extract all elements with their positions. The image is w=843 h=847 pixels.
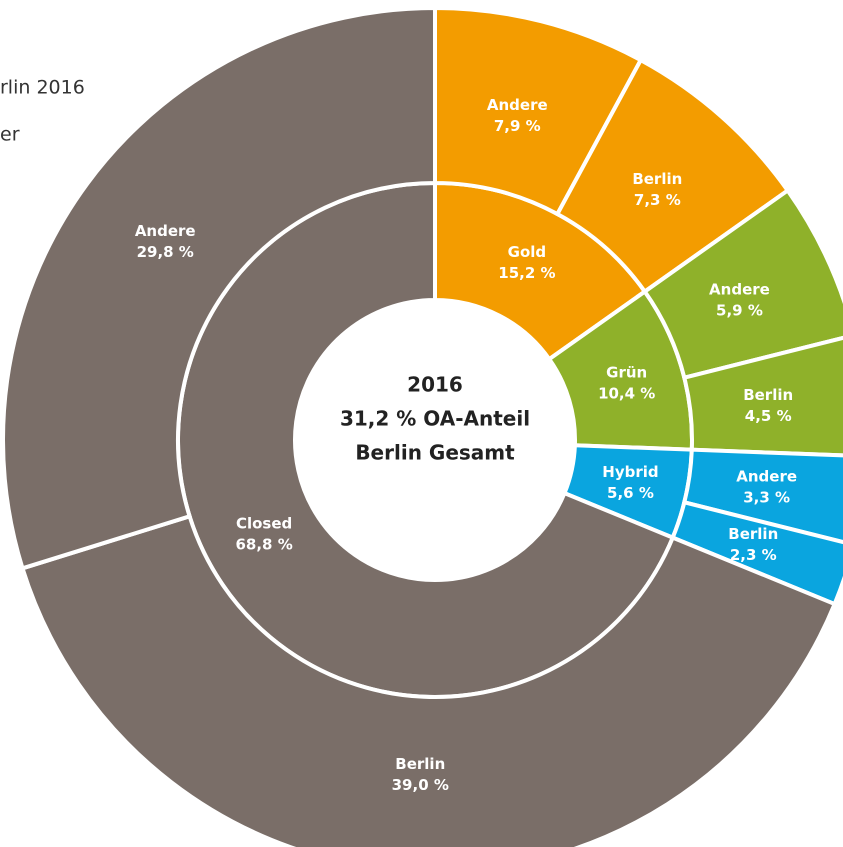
segment-name: Hybrid — [602, 463, 658, 481]
rings — [1, 5, 843, 847]
segment-value: 5,9 % — [716, 302, 763, 320]
segment-value: 29,8 % — [137, 243, 194, 261]
segment-value: 7,9 % — [494, 117, 541, 135]
segment-value: 7,3 % — [634, 191, 681, 209]
segment-value: 4,5 % — [745, 407, 792, 425]
segment-name: Berlin — [728, 525, 778, 543]
segment-value: 3,3 % — [743, 489, 790, 507]
segment-value: 2,3 % — [730, 546, 777, 564]
segment-name: Andere — [135, 222, 196, 240]
segment-name: Berlin — [395, 755, 445, 773]
segment-name: Berlin — [632, 170, 682, 188]
outer-segment — [642, 187, 843, 381]
segment-name: Closed — [236, 514, 292, 532]
center-label: 31,2 % OA-Anteil — [340, 407, 530, 431]
outer-segment — [681, 447, 843, 545]
center-label: 2016 — [407, 373, 463, 397]
outer-segment — [681, 335, 843, 458]
segment-name: Andere — [736, 468, 797, 486]
segment-value: 68,8 % — [235, 535, 292, 553]
outer-segment — [19, 513, 838, 847]
note: rlin 2016 — [0, 77, 85, 99]
center-label: Berlin Gesamt — [355, 441, 515, 465]
note: er — [0, 124, 20, 146]
segment-name: Berlin — [743, 386, 793, 404]
segment-name: Andere — [487, 96, 548, 114]
segment-name: Andere — [709, 281, 770, 299]
segment-value: 5,6 % — [607, 484, 654, 502]
segment-name: Grün — [606, 363, 647, 381]
segment-name: Gold — [508, 243, 547, 261]
outer-segment — [1, 5, 437, 571]
segment-value: 15,2 % — [498, 264, 555, 282]
segment-value: 39,0 % — [392, 776, 449, 794]
segment-value: 10,4 % — [598, 384, 655, 402]
